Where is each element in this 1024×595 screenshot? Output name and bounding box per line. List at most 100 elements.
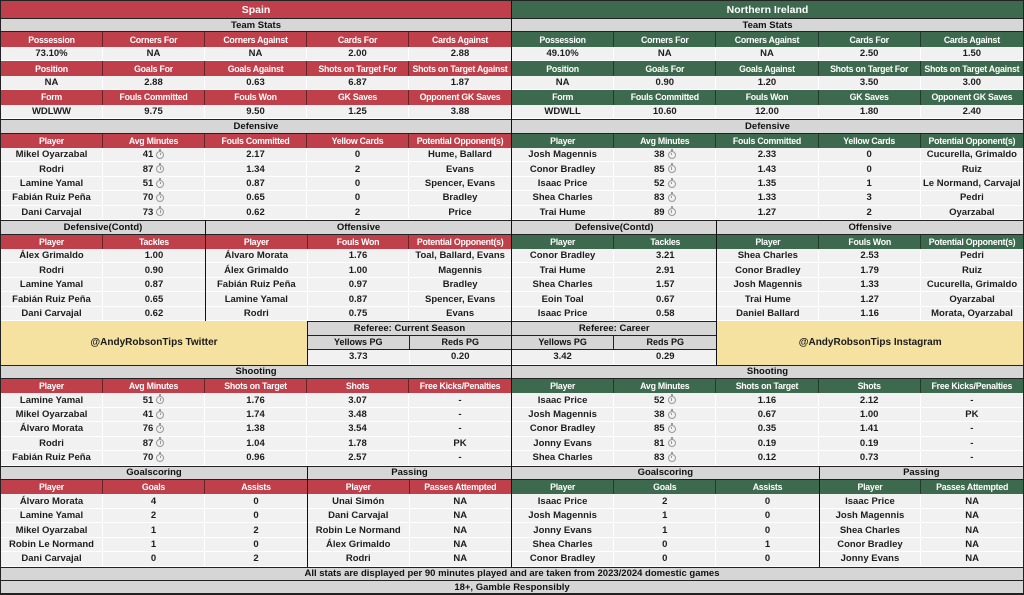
section-title-offensive: Offensive [206,220,511,235]
team-stats-header-row: Possession Corners For Corners Against C… [512,32,1023,47]
player-name: Jonny Evans [512,436,615,452]
stopwatch-icon [156,191,165,202]
potential-opponents: Le Normand, Carvajal [920,176,1023,192]
referee-title: Referee: Career [512,321,717,336]
table-row: Álex Grimaldo 1.00 [1,249,205,264]
column-header: Assists [716,480,819,495]
fouls-won-value: 0.87 [307,292,410,307]
table-row: Jonny Evans 81 0.19 0.19 - [512,436,1023,452]
table-row: Fabián Ruiz Peña 0.65 [1,292,205,307]
player-name: Dani Carvajal [308,508,410,524]
passes-attempted-value: NA [921,508,1023,524]
table-row: Álvaro Morata 76 1.38 3.54 - [1,422,511,437]
stat-value: NA [512,75,615,91]
table-row: Shea Charles 1.57 [512,277,717,293]
team-stats-header-row: Possession Corners For Corners Against C… [1,32,511,47]
player-name: Fabián Ruiz Peña [1,292,103,307]
column-header: Shots [818,378,921,394]
table-row: Rodri 87 1.34 2 Evans [1,162,511,177]
potential-opponents: Spencer, Evans [409,292,511,307]
potential-opponents: Cucurella, Grimaldo [920,147,1023,163]
stat-header: Corners For [103,32,205,47]
fouls-committed-value: 1.27 [716,205,819,221]
potential-opponents: Hume, Ballard [409,147,511,163]
player-name: Robin Le Normand [1,537,103,553]
shots-on-target-value: 1.04 [205,436,307,452]
passes-attempted-value: NA [921,523,1023,538]
stopwatch-icon [156,437,165,448]
column-header: Player [512,133,615,148]
potential-opponents: Toal, Ballard, Evans [409,249,511,264]
table-row: Jonny Evans NA [819,552,1023,567]
avg-minutes: 76 [103,422,205,437]
team-stats-header-row: Position Goals For Goals Against Shots o… [512,61,1023,76]
shooting-header-row: Player Avg Minutes Shots on Target Shots… [512,378,1023,394]
passing-block: Passing Player Passes Attempted Unai Sim… [307,465,511,567]
potential-opponents: Pedri [920,191,1023,206]
table-row: Shea Charles 83 0.12 0.73 - [512,451,1023,466]
avg-minutes-value: 38 [653,409,665,421]
table-row: Shea Charles NA [819,523,1023,538]
stat-value: WDLWW [1,104,103,120]
stat-value: 6.87 [307,75,409,91]
shots-value: 0.19 [818,436,921,452]
potential-opponents: Spencer, Evans [409,176,511,192]
team-panels: Spain Team Stats Possession Corners For … [1,1,1023,567]
free-kicks-penalties-value: - [920,393,1023,408]
tackles-value: 0.67 [614,292,717,307]
team-stats-value-row: 73.10% NA NA 2.00 2.88 [1,46,511,62]
column-header: Goals [614,480,717,495]
referee-header-row: Yellows PG Reds PG [308,335,511,351]
free-kicks-penalties-value: - [409,422,511,437]
table-row: Shea Charles 0 1 [512,537,819,553]
table-row: Conor Bradley 0 0 [512,552,819,567]
column-header: Player [1,133,103,148]
table-row: Shea Charles 83 1.33 3 Pedri [512,191,1023,206]
avg-minutes: 85 [614,422,717,437]
passing-rows: Unai Simón NA Dani Carvajal NA Robin Le … [308,494,511,567]
player-name: Isaac Price [512,306,615,322]
player-name: Daniel Ballard [717,306,820,322]
table-row: Isaac Price 52 1.35 1 Le Normand, Carvaj… [512,176,1023,192]
avg-minutes-value: 85 [653,423,665,435]
defensive-contd-block: Defensive(Contd) Player Tackles Álex Gri… [1,220,205,322]
offensive-block: Offensive Player Fouls Won Potential Opp… [205,220,511,322]
table-row: Isaac Price 2 0 [512,494,819,509]
section-title-passing: Passing [819,465,1023,480]
goals-value: 1 [614,508,717,524]
column-header: Shots on Target [716,378,819,394]
stat-header: Possession [512,32,615,47]
player-name: Josh Magennis [512,147,615,163]
column-header: Yellow Cards [307,133,409,148]
column-header: Assists [204,480,307,495]
avg-minutes: 51 [103,176,205,192]
table-row: Isaac Price 52 1.16 2.12 - [512,393,1023,408]
tackles-value: 2.91 [614,263,717,278]
yellow-cards-value: 0 [307,191,409,206]
goalscoring-rows: Álvaro Morata 4 0 Lamine Yamal 2 0 [1,494,307,567]
section-title-defensive-contd: Defensive(Contd) [1,220,205,235]
fouls-won-value: 1.00 [307,263,410,278]
column-header: Avg Minutes [103,378,205,394]
defensive-contd-header-row: Player Tackles [1,234,205,249]
column-header: Potential Opponent(s) [921,234,1023,249]
table-row: Lamine Yamal 0.87 Spencer, Evans [206,292,511,307]
defensive-contd-rows: Conor Bradley 3.21 Trai Hume 2.91 Shea C… [512,249,717,322]
column-header: Player [717,234,820,249]
section-title-passing: Passing [308,465,511,480]
yellows-pg-value: 3.73 [308,350,410,365]
player-name: Rodri [1,436,103,452]
player-name: Shea Charles [512,277,615,293]
table-row: Álex Grimaldo NA [308,537,511,553]
team-stats-value-row: NA 0.90 1.20 3.50 3.00 [512,75,1023,91]
player-name: Mikel Oyarzabal [1,147,103,163]
yellow-cards-value: 0 [818,162,921,177]
goalscoring-header-row: Player Goals Assists [512,480,819,495]
offensive-rows: Álvaro Morata 1.76 Toal, Ballard, Evans … [206,249,511,322]
column-header: Potential Opponent(s) [409,234,511,249]
shots-on-target-value: 1.76 [205,393,307,408]
tackles-value: 1.00 [103,249,205,264]
avg-minutes: 38 [614,407,717,423]
avg-minutes: 38 [614,147,717,163]
shots-value: 1.00 [818,407,921,423]
